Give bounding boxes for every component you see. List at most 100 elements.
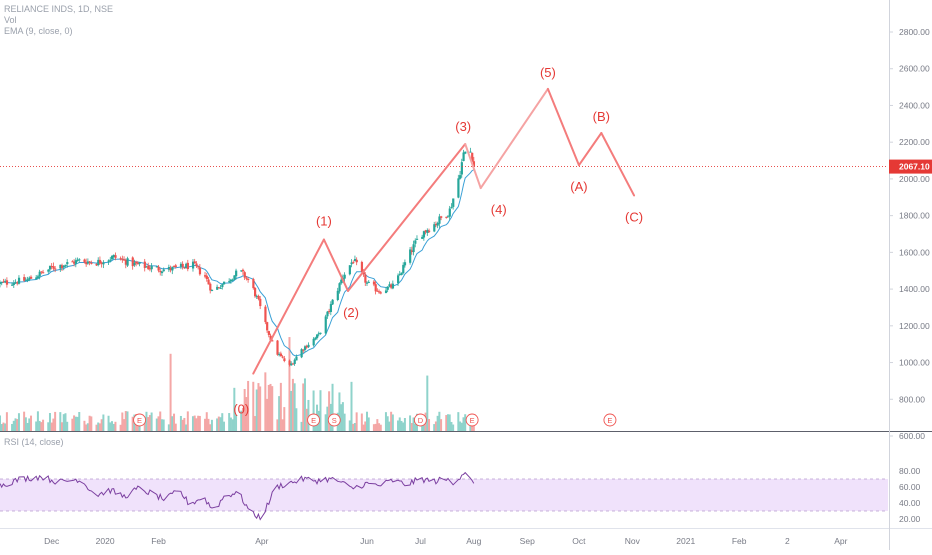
candle-body [30, 276, 33, 279]
candle [288, 359, 291, 367]
candle [119, 256, 122, 261]
event-marker-label: S [332, 416, 337, 425]
candle [446, 215, 450, 218]
candle-body [464, 151, 467, 154]
candle [107, 259, 110, 265]
candle-body [328, 310, 331, 312]
candle-body [257, 295, 260, 299]
volume-bar [353, 422, 356, 431]
volume-bar [83, 420, 86, 431]
candle [360, 260, 364, 273]
candle [174, 263, 177, 269]
rsi-line [0, 471, 475, 521]
candle-body [229, 279, 233, 282]
volume-bar [143, 417, 146, 431]
volume-bar [241, 407, 244, 431]
volume-bar [76, 416, 79, 431]
candle-body [86, 261, 90, 264]
volume-bar [409, 415, 412, 431]
candle [410, 246, 413, 255]
symbol-label[interactable]: RELIANCE INDS, 1D, NSE [4, 4, 114, 14]
candle-body [98, 259, 102, 264]
volume-bar [36, 411, 39, 431]
price-tick-label: 2800.00 [899, 27, 930, 37]
candle [126, 256, 129, 268]
wave-segment [546, 87, 580, 167]
candle [162, 267, 165, 272]
candle-body [279, 353, 283, 357]
candle-body [52, 266, 55, 269]
candle-body [414, 240, 417, 244]
candle-body [386, 286, 389, 290]
price-tick-label: 1000.00 [899, 358, 930, 368]
candle-body [376, 290, 379, 292]
candle-body [283, 358, 286, 361]
volume-bar [348, 420, 351, 431]
candle [314, 336, 317, 341]
candle [241, 268, 245, 275]
candle [414, 238, 417, 248]
candle [38, 269, 41, 280]
candle [74, 257, 78, 268]
candle-body [197, 266, 200, 268]
candle [233, 275, 236, 280]
rsi-legend[interactable]: RSI (14, close) [4, 437, 64, 447]
candle [412, 240, 415, 256]
candle-body [422, 231, 426, 238]
volume-bar [114, 421, 117, 431]
candle-body [397, 275, 400, 284]
candle-body [205, 275, 208, 279]
volume-bar [412, 417, 415, 431]
candle-body [457, 178, 460, 198]
candle-body [340, 279, 343, 284]
candle-body [243, 272, 246, 278]
volume-bar [388, 421, 391, 431]
volume-bar [16, 419, 19, 431]
volume-bar [88, 415, 91, 431]
volume-bar [457, 412, 460, 431]
candle [5, 277, 9, 288]
volume-bar [266, 398, 269, 431]
candle-body [421, 236, 424, 239]
ema-label[interactable]: EMA (9, close, 0) [4, 26, 73, 36]
candle-body [0, 282, 2, 284]
volume-bar [159, 411, 162, 431]
candle [157, 265, 160, 273]
volume-bar [319, 390, 322, 431]
candle-body [90, 262, 93, 264]
volume-label[interactable]: Vol [4, 15, 17, 25]
candle-body [47, 269, 50, 272]
volume-bar [328, 391, 331, 431]
volume-bar [169, 353, 172, 431]
candle-body [278, 354, 281, 356]
candle-body [307, 344, 310, 348]
wave-label: (2) [343, 305, 359, 320]
time-tick-label: 2 [785, 536, 790, 546]
volume-bar [38, 420, 41, 431]
volume-bar [445, 415, 448, 431]
candle-body [12, 283, 15, 285]
volume-bar [0, 424, 3, 431]
candle [267, 330, 270, 338]
volume-bar [95, 424, 98, 431]
candle-body [76, 259, 79, 261]
candle-body [462, 152, 465, 162]
volume-bar [71, 418, 74, 431]
candle-body [73, 261, 76, 264]
volume-bar [433, 424, 436, 431]
candle [169, 265, 172, 273]
candle [295, 354, 298, 361]
time-tick-label: Feb [151, 536, 166, 546]
candle-body [97, 259, 100, 266]
candle-body [245, 277, 248, 279]
candle-body [355, 259, 358, 263]
candle-body [424, 230, 427, 233]
volume-bar [293, 383, 296, 431]
candle [50, 263, 53, 270]
candle [312, 337, 315, 347]
candle [16, 281, 19, 286]
candle [52, 262, 55, 271]
main-legend: RELIANCE INDS, 1D, NSE Vol EMA (9, close… [4, 4, 113, 37]
